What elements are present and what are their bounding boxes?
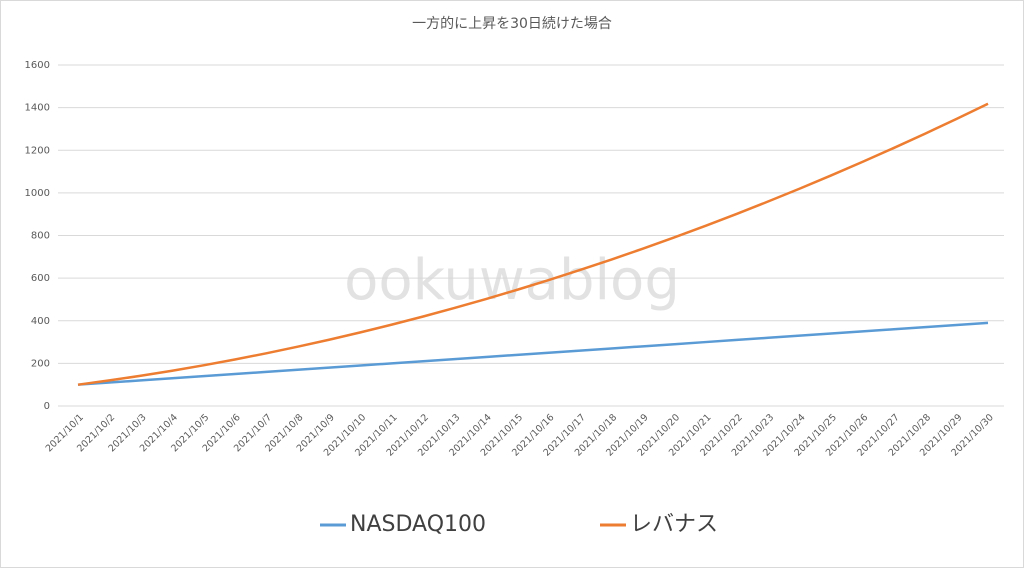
legend-label: レバナス [630,512,718,537]
watermark: ookuwablog [344,248,680,313]
chart-title: 一方的に上昇を30日続けた場合 [412,15,612,32]
y-tick-label: 1000 [25,188,50,199]
y-tick-label: 0 [44,401,50,412]
y-tick-label: 1200 [25,145,50,156]
series-line [77,102,989,386]
y-tick-label: 1600 [25,60,50,71]
legend-label: NASDAQ100 [350,512,486,537]
y-tick-label: 600 [31,273,50,284]
y-tick-label: 1400 [25,103,50,114]
series-line [77,321,989,386]
y-tick-label: 400 [31,316,50,327]
y-tick-label: 200 [31,358,50,369]
y-tick-label: 800 [31,231,50,242]
